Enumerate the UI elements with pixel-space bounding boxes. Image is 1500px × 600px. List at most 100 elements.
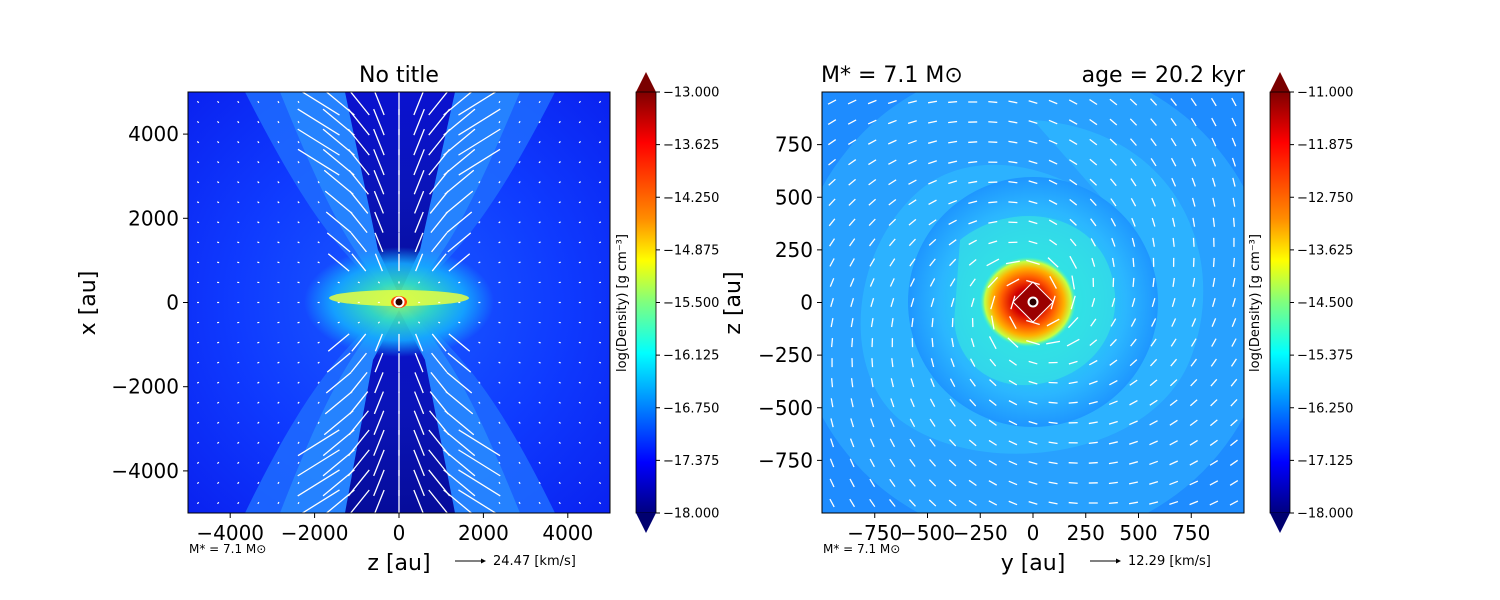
velocity-arrow [1149, 420, 1158, 426]
velocity-arrow [414, 211, 424, 233]
velocity-arrow [558, 100, 561, 104]
velocity-arrow [297, 361, 300, 364]
velocity-arrow [538, 501, 541, 505]
velocity-arrow [1212, 217, 1216, 227]
velocity-arrow [927, 120, 938, 124]
velocity-arrow [297, 140, 300, 144]
velocity-arrow [1048, 159, 1058, 165]
velocity-arrow [1189, 419, 1198, 426]
velocity-arrow [196, 381, 200, 384]
velocity-arrow [1068, 401, 1078, 404]
velocity-arrow [948, 140, 958, 144]
velocity-arrow [347, 128, 370, 156]
velocity-arrow [1111, 298, 1116, 307]
velocity-arrow [1069, 255, 1078, 269]
velocity-arrow [257, 481, 260, 485]
velocity-arrow [1151, 197, 1156, 207]
velocity-arrow [349, 190, 369, 214]
velocity-arrow [413, 449, 425, 477]
velocity-arrow [1089, 178, 1098, 186]
colorbar-tick-label: −16.125 [663, 349, 719, 364]
velocity-arrow [1028, 100, 1038, 104]
velocity-arrow [848, 178, 857, 186]
velocity-arrow [1150, 177, 1157, 187]
left-ylabel: x [au] [76, 271, 101, 336]
velocity-arrow [1090, 218, 1097, 227]
velocity-arrow [989, 358, 997, 367]
velocity-arrow [349, 371, 368, 394]
velocity-arrow [1170, 118, 1177, 127]
velocity-arrow [357, 321, 360, 324]
velocity-arrow [578, 100, 581, 104]
velocity-arrow [949, 418, 956, 427]
velocity-arrow [458, 92, 497, 116]
velocity-arrow [337, 321, 340, 324]
velocity-arrow [1089, 118, 1098, 126]
velocity-arrow [1008, 500, 1018, 506]
velocity-arrow [257, 140, 260, 144]
velocity-arrow [1109, 359, 1118, 366]
velocity-arrow [1130, 318, 1137, 327]
velocity-arrow [1190, 117, 1197, 127]
left-title: No title [359, 63, 439, 88]
velocity-arrow [1229, 500, 1239, 506]
velocity-arrow [831, 378, 834, 388]
velocity-arrow [1151, 217, 1156, 227]
velocity-arrow [849, 258, 855, 267]
velocity-arrow [869, 478, 876, 488]
velocity-arrow [349, 489, 370, 513]
left-panel: −4000 −2000 0 2000 4000 −4000 −2000 0 2000 4000 N… [76, 63, 719, 576]
velocity-arrow [1190, 358, 1198, 367]
velocity-arrow [373, 128, 385, 156]
velocity-arrow [828, 218, 836, 227]
velocity-arrow [216, 461, 220, 464]
velocity-arrow [1068, 381, 1078, 385]
velocity-arrow [518, 241, 521, 244]
velocity-arrow [598, 501, 602, 505]
velocity-arrow [558, 161, 561, 164]
velocity-arrow [324, 190, 353, 214]
velocity-arrow [1169, 480, 1179, 486]
velocity-arrow [1008, 460, 1018, 466]
velocity-arrow [1190, 97, 1197, 107]
velocity-arrow [1109, 118, 1118, 126]
velocity-arrow [829, 458, 835, 468]
velocity-arrow [417, 281, 421, 284]
velocity-arrow [828, 178, 836, 186]
velocity-arrow [910, 378, 915, 388]
velocity-arrow [1008, 420, 1018, 426]
velocity-arrow [478, 401, 481, 404]
velocity-arrow [538, 401, 541, 404]
velocity-arrow [558, 421, 561, 424]
velocity-arrow [478, 341, 481, 344]
velocity-arrow [868, 198, 877, 206]
velocity-arrow [1068, 481, 1078, 484]
right-xlabel: y [au] [1001, 551, 1066, 576]
velocity-arrow [850, 418, 855, 428]
velocity-arrow [1110, 218, 1117, 227]
velocity-arrow [196, 401, 200, 404]
velocity-arrow [909, 258, 916, 267]
velocity-arrow [1067, 317, 1079, 329]
velocity-arrow [430, 211, 449, 234]
velocity-arrow [498, 441, 501, 444]
velocity-arrow [1047, 257, 1059, 268]
velocity-arrow [1210, 97, 1217, 107]
velocity-arrow [949, 398, 956, 407]
velocity-arrow [578, 120, 581, 124]
velocity-arrow [948, 219, 957, 226]
velocity-arrow [538, 221, 541, 224]
velocity-arrow [558, 361, 561, 364]
velocity-arrow [889, 278, 895, 287]
velocity-arrow [1091, 257, 1096, 267]
velocity-arrow [1008, 480, 1018, 486]
velocity-arrow [1150, 138, 1157, 147]
velocity-arrow [1068, 139, 1078, 145]
velocity-arrow [498, 381, 501, 384]
velocity-arrow [438, 281, 441, 284]
velocity-arrow [891, 318, 894, 328]
velocity-arrow [518, 361, 521, 364]
velocity-arrow [929, 438, 936, 447]
velocity-arrow [317, 361, 320, 364]
velocity-arrow [458, 429, 501, 457]
